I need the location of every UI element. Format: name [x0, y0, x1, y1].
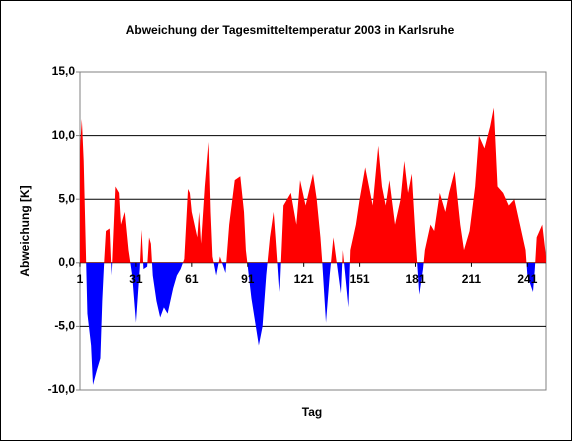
- area: [80, 107, 546, 385]
- x-axis-label: Tag: [302, 405, 322, 419]
- x-tick-label: 31: [129, 272, 143, 286]
- x-tick-label: 61: [185, 272, 199, 286]
- y-axis-label: Abweichung [K]: [18, 185, 32, 276]
- chart-title: Abweichung der Tagesmitteltemperatur 200…: [126, 23, 455, 37]
- y-tick-label: -5,0: [54, 319, 75, 333]
- y-tick-label: -10,0: [48, 382, 76, 396]
- y-tick-label: 15,0: [52, 64, 76, 78]
- x-tick-label: 241: [517, 272, 537, 286]
- x-tick-label: 91: [241, 272, 255, 286]
- y-tick-label: 0,0: [58, 255, 75, 269]
- x-tick-label: 211: [462, 272, 482, 286]
- y-tick-label: 5,0: [58, 191, 75, 205]
- y-tick-label: 10,0: [52, 128, 76, 142]
- x-tick-label: 181: [406, 272, 426, 286]
- x-tick-label: 151: [350, 272, 370, 286]
- x-tick-label: 1: [77, 272, 84, 286]
- x-tick-label: 121: [294, 272, 314, 286]
